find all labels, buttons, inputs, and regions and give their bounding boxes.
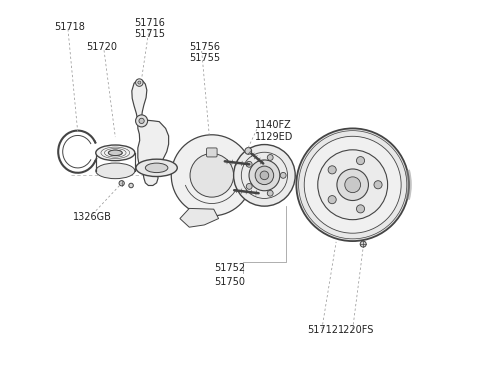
Circle shape <box>357 156 365 165</box>
Circle shape <box>280 172 286 178</box>
Circle shape <box>135 79 143 86</box>
Circle shape <box>190 153 234 197</box>
Circle shape <box>337 169 369 201</box>
Circle shape <box>249 160 280 191</box>
Circle shape <box>255 166 274 185</box>
Circle shape <box>139 118 144 124</box>
Text: 1140FZ: 1140FZ <box>255 120 292 130</box>
Circle shape <box>296 129 409 241</box>
Circle shape <box>245 147 252 154</box>
Text: 1129ED: 1129ED <box>255 132 293 142</box>
Circle shape <box>129 183 133 188</box>
Ellipse shape <box>96 163 135 179</box>
Ellipse shape <box>136 159 177 176</box>
Circle shape <box>304 136 401 233</box>
Polygon shape <box>138 120 168 185</box>
Text: 51755: 51755 <box>189 53 220 63</box>
Ellipse shape <box>108 150 122 156</box>
Text: 51720: 51720 <box>86 41 117 52</box>
Circle shape <box>234 144 295 206</box>
Polygon shape <box>132 80 147 121</box>
Circle shape <box>374 181 382 189</box>
Circle shape <box>328 166 336 174</box>
Circle shape <box>260 171 269 180</box>
Circle shape <box>299 131 407 239</box>
Circle shape <box>357 205 365 213</box>
Text: 51718: 51718 <box>54 22 85 32</box>
Text: 51712: 51712 <box>307 325 338 336</box>
Text: 51750: 51750 <box>215 277 245 287</box>
Circle shape <box>246 184 252 189</box>
FancyBboxPatch shape <box>206 148 217 157</box>
Text: 51716: 51716 <box>134 18 165 28</box>
Text: 1326GB: 1326GB <box>73 211 112 222</box>
Polygon shape <box>180 208 218 227</box>
Ellipse shape <box>96 145 135 161</box>
Circle shape <box>246 161 252 167</box>
Text: 1220FS: 1220FS <box>337 325 374 336</box>
Circle shape <box>345 177 360 193</box>
Text: 51715: 51715 <box>134 29 165 40</box>
Circle shape <box>138 81 141 84</box>
Ellipse shape <box>145 163 168 173</box>
Circle shape <box>328 196 336 204</box>
Text: 51752: 51752 <box>215 263 246 273</box>
Circle shape <box>360 241 366 247</box>
Circle shape <box>267 155 273 160</box>
Circle shape <box>267 190 273 196</box>
Text: 51756: 51756 <box>189 41 220 52</box>
Circle shape <box>318 150 388 220</box>
Circle shape <box>171 135 252 216</box>
Circle shape <box>135 115 147 127</box>
Circle shape <box>119 181 124 186</box>
